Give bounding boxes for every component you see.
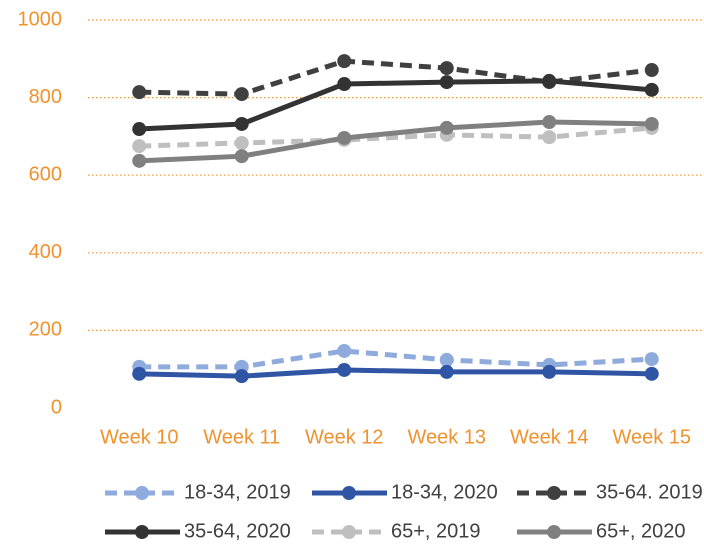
series-marker: [644, 82, 659, 97]
x-tick-label: Week 13: [407, 426, 486, 448]
legend-label: 65+, 2019: [391, 520, 481, 542]
legend-label: 35-64, 2020: [184, 520, 291, 542]
series-line: [139, 367, 652, 379]
y-tick-label: 200: [29, 319, 62, 341]
x-tick-label: Week 14: [510, 426, 589, 448]
legend-marker: [135, 486, 149, 500]
series-marker: [644, 352, 659, 367]
series-marker: [644, 116, 659, 131]
legend-marker: [342, 525, 356, 539]
series-marker: [337, 362, 352, 377]
series-marker: [132, 139, 147, 154]
legend-label: 18-34, 2020: [391, 481, 498, 503]
series-marker: [337, 54, 352, 69]
series-marker: [337, 130, 352, 145]
series-line: [139, 58, 653, 97]
series-marker: [644, 63, 659, 78]
series-marker: [542, 115, 557, 130]
series-marker: [439, 364, 454, 379]
series-marker: [234, 87, 249, 102]
series-marker: [439, 61, 454, 76]
series-line: [139, 119, 652, 164]
y-tick-label: 0: [51, 396, 62, 418]
series-marker: [337, 343, 352, 358]
y-tick-label: 800: [29, 86, 62, 108]
series-marker: [132, 85, 147, 100]
series-marker: [234, 369, 249, 384]
legend-marker: [547, 525, 561, 539]
series-marker: [644, 366, 659, 381]
series-marker: [542, 364, 557, 379]
series-marker: [337, 77, 352, 92]
legend-marker: [547, 486, 561, 500]
legend-label: 18-34, 2019: [184, 481, 291, 503]
y-tick-label: 400: [29, 241, 62, 263]
y-tick-label: 1000: [18, 8, 63, 30]
x-tick-label: Week 11: [203, 426, 280, 448]
series-marker: [542, 73, 557, 88]
legend-marker: [135, 525, 149, 539]
series-marker: [439, 75, 454, 90]
series-line: [139, 125, 652, 149]
y-tick-label: 600: [29, 163, 62, 185]
legend-label: 35-64. 2019: [596, 481, 703, 503]
x-tick-label: Week 15: [612, 426, 691, 448]
x-tick-label: Week 10: [100, 426, 179, 448]
series-marker: [234, 135, 249, 150]
series-marker: [132, 122, 147, 137]
legend-marker: [342, 486, 356, 500]
series-marker: [132, 153, 147, 168]
series-line: [139, 348, 652, 370]
series-marker: [439, 120, 454, 135]
x-tick-label: Week 12: [305, 426, 384, 448]
series-marker: [234, 149, 249, 164]
series-marker: [234, 116, 249, 131]
series-marker: [439, 352, 454, 367]
series-marker: [542, 130, 557, 145]
series-marker: [132, 366, 147, 381]
series-line: [139, 78, 652, 132]
legend-label: 65+, 2020: [596, 520, 686, 542]
